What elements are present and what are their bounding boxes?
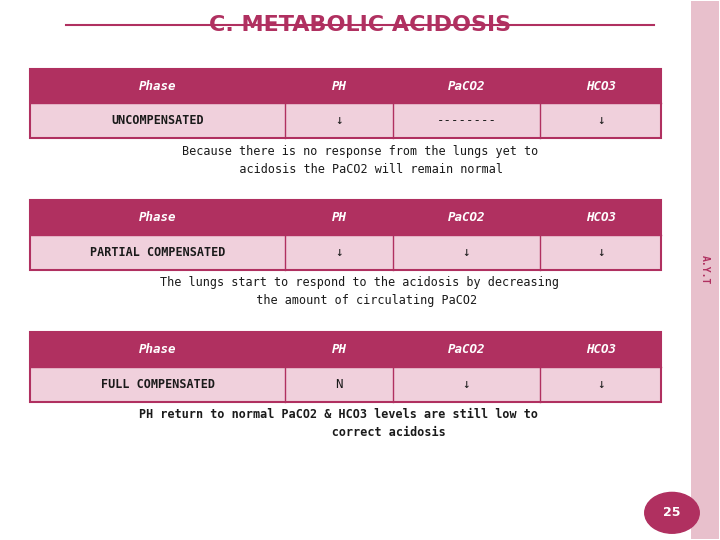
FancyBboxPatch shape bbox=[392, 332, 541, 367]
Circle shape bbox=[644, 492, 699, 533]
Text: HCO3: HCO3 bbox=[586, 79, 616, 92]
FancyBboxPatch shape bbox=[541, 200, 661, 235]
FancyBboxPatch shape bbox=[30, 367, 285, 402]
Text: The lungs start to respond to the acidosis by decreasing
  the amount of circula: The lungs start to respond to the acidos… bbox=[161, 276, 559, 307]
Text: PaCO2: PaCO2 bbox=[448, 211, 485, 224]
Text: UNCOMPENSATED: UNCOMPENSATED bbox=[112, 114, 204, 127]
Text: C. METABOLIC ACIDOSIS: C. METABOLIC ACIDOSIS bbox=[209, 15, 511, 35]
Text: PH: PH bbox=[331, 343, 346, 356]
FancyBboxPatch shape bbox=[285, 235, 392, 270]
Text: PaCO2: PaCO2 bbox=[448, 79, 485, 92]
FancyBboxPatch shape bbox=[392, 69, 541, 104]
FancyBboxPatch shape bbox=[30, 235, 285, 270]
Text: ↓: ↓ bbox=[597, 377, 605, 390]
FancyBboxPatch shape bbox=[30, 200, 285, 235]
Text: Phase: Phase bbox=[139, 79, 176, 92]
Text: N: N bbox=[336, 377, 343, 390]
Text: Because there is no response from the lungs yet to
   acidosis the PaCO2 will re: Because there is no response from the lu… bbox=[182, 145, 538, 176]
FancyBboxPatch shape bbox=[541, 69, 661, 104]
Text: PARTIAL COMPENSATED: PARTIAL COMPENSATED bbox=[90, 246, 225, 259]
FancyBboxPatch shape bbox=[392, 367, 541, 402]
Text: HCO3: HCO3 bbox=[586, 211, 616, 224]
FancyBboxPatch shape bbox=[30, 104, 285, 138]
FancyBboxPatch shape bbox=[392, 235, 541, 270]
Text: Phase: Phase bbox=[139, 343, 176, 356]
Text: PH: PH bbox=[331, 79, 346, 92]
FancyBboxPatch shape bbox=[541, 104, 661, 138]
Text: PaCO2: PaCO2 bbox=[448, 343, 485, 356]
Text: Phase: Phase bbox=[139, 211, 176, 224]
Text: ↓: ↓ bbox=[597, 114, 605, 127]
FancyBboxPatch shape bbox=[285, 69, 392, 104]
FancyBboxPatch shape bbox=[691, 2, 719, 538]
FancyBboxPatch shape bbox=[541, 235, 661, 270]
FancyBboxPatch shape bbox=[30, 332, 285, 367]
Text: ↓: ↓ bbox=[597, 246, 605, 259]
Text: FULL COMPENSATED: FULL COMPENSATED bbox=[101, 377, 215, 390]
FancyBboxPatch shape bbox=[285, 332, 392, 367]
FancyBboxPatch shape bbox=[30, 69, 285, 104]
Text: --------: -------- bbox=[436, 114, 497, 127]
FancyBboxPatch shape bbox=[392, 104, 541, 138]
FancyBboxPatch shape bbox=[285, 104, 392, 138]
Text: 25: 25 bbox=[663, 507, 680, 519]
FancyBboxPatch shape bbox=[541, 332, 661, 367]
FancyBboxPatch shape bbox=[541, 367, 661, 402]
Text: ↓: ↓ bbox=[336, 246, 343, 259]
Text: A.Y.T: A.Y.T bbox=[700, 255, 710, 285]
Text: PH return to normal PaCO2 & HCO3 levels are still low to
              correct a: PH return to normal PaCO2 & HCO3 levels … bbox=[139, 408, 538, 439]
Text: PH: PH bbox=[331, 211, 346, 224]
Text: ↓: ↓ bbox=[463, 377, 470, 390]
FancyBboxPatch shape bbox=[285, 367, 392, 402]
Text: ↓: ↓ bbox=[463, 246, 470, 259]
Text: HCO3: HCO3 bbox=[586, 343, 616, 356]
FancyBboxPatch shape bbox=[285, 200, 392, 235]
Text: ↓: ↓ bbox=[336, 114, 343, 127]
FancyBboxPatch shape bbox=[392, 200, 541, 235]
